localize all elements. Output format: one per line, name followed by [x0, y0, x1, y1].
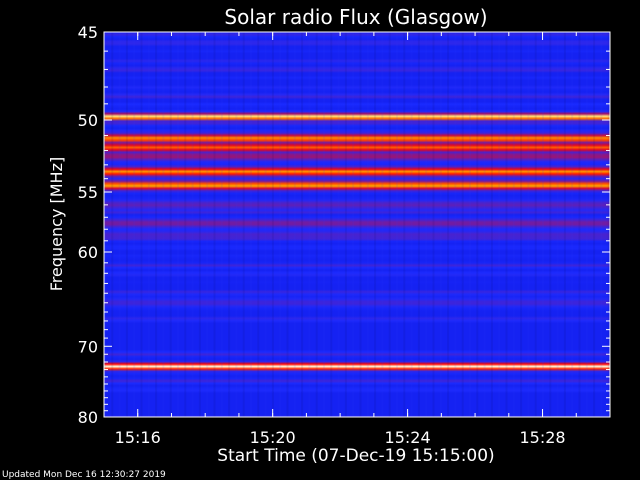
texture-stripe	[454, 32, 457, 417]
texture-stripe	[469, 32, 471, 417]
texture-stripe	[213, 32, 216, 417]
texture-stripe	[417, 32, 420, 417]
texture-stripe	[563, 32, 566, 417]
texture-stripe	[403, 32, 406, 417]
texture-stripe	[315, 32, 318, 417]
texture-stripe	[220, 32, 223, 417]
texture-stripe	[578, 32, 581, 417]
texture-stripe	[447, 32, 450, 417]
texture-stripe	[111, 32, 114, 417]
texture-stripe	[542, 32, 544, 417]
texture-stripe	[133, 32, 136, 417]
texture-stripe	[169, 32, 172, 417]
x-axis-label: Start Time (07-Dec-19 15:15:00)	[217, 446, 494, 466]
texture-stripe	[125, 32, 128, 417]
texture-stripe	[571, 32, 574, 417]
texture-stripe	[118, 32, 121, 417]
texture-stripe	[293, 32, 296, 417]
texture-stripe	[235, 32, 238, 417]
texture-stripe	[396, 32, 398, 417]
texture-stripe	[556, 32, 559, 417]
y-axis: 45 50 55 60 70 80	[78, 23, 610, 427]
spectrogram-plot-area	[104, 32, 610, 417]
y-tick-label: 70	[78, 337, 98, 356]
texture-stripe	[534, 32, 537, 417]
texture-stripe	[264, 32, 267, 417]
texture-stripe	[184, 32, 187, 417]
y-tick-label: 55	[78, 183, 98, 202]
texture-stripe	[585, 32, 588, 417]
texture-stripe	[410, 32, 413, 417]
texture-stripe	[352, 32, 355, 417]
texture-stripe	[520, 32, 523, 417]
texture-stripe	[104, 32, 106, 417]
texture-stripe	[162, 32, 165, 417]
y-tick-label: 80	[78, 408, 98, 427]
texture-stripe	[257, 32, 260, 417]
texture-stripe	[549, 32, 552, 417]
texture-stripe	[337, 32, 340, 417]
texture-stripe	[425, 32, 428, 417]
texture-stripe	[600, 32, 603, 417]
texture-stripe	[250, 32, 252, 417]
texture-stripe	[242, 32, 245, 417]
texture-stripe	[432, 32, 435, 417]
texture-stripe	[505, 32, 508, 417]
texture-stripe	[177, 32, 179, 417]
x-tick-label: 15:20	[250, 428, 296, 447]
texture-stripe	[206, 32, 209, 417]
texture-stripe	[155, 32, 158, 417]
texture-stripe	[476, 32, 479, 417]
y-tick-label: 50	[78, 111, 98, 130]
texture-stripe	[366, 32, 369, 417]
texture-stripe	[374, 32, 377, 417]
texture-stripe	[607, 32, 610, 417]
texture-stripe	[439, 32, 442, 417]
texture-stripe	[286, 32, 289, 417]
texture-stripe	[593, 32, 596, 417]
y-tick-label: 60	[78, 243, 98, 262]
texture-stripe	[388, 32, 391, 417]
texture-stripe	[527, 32, 530, 417]
texture-stripe	[512, 32, 515, 417]
texture-stripe	[381, 32, 384, 417]
plot-frame	[103, 31, 611, 418]
texture-stripe	[498, 32, 501, 417]
y-tick-label: 45	[78, 23, 98, 42]
texture-stripe	[330, 32, 333, 417]
time-stripes	[104, 32, 610, 417]
x-axis: 15:16 15:20 15:24 15:28	[103, 32, 611, 447]
texture-stripe	[271, 32, 274, 417]
texture-stripe	[359, 32, 362, 417]
chart-title: Solar radio Flux (Glasgow)	[224, 5, 487, 29]
texture-stripe	[323, 32, 325, 417]
x-tick-label: 15:24	[385, 428, 431, 447]
texture-stripe	[191, 32, 194, 417]
texture-stripe	[308, 32, 311, 417]
texture-stripe	[147, 32, 150, 417]
x-tick-label: 15:28	[519, 428, 565, 447]
texture-stripe	[490, 32, 493, 417]
texture-stripe	[461, 32, 464, 417]
texture-stripe	[198, 32, 201, 417]
texture-stripe	[483, 32, 486, 417]
texture-stripe	[301, 32, 304, 417]
x-tick-label: 15:16	[115, 428, 161, 447]
texture-stripe	[344, 32, 347, 417]
texture-stripe	[140, 32, 143, 417]
footer-update-stamp: Updated Mon Dec 16 12:30:27 2019	[2, 470, 166, 480]
texture-stripe	[228, 32, 231, 417]
y-axis-label: Frequency [MHz]	[47, 157, 66, 291]
texture-stripe	[279, 32, 282, 417]
